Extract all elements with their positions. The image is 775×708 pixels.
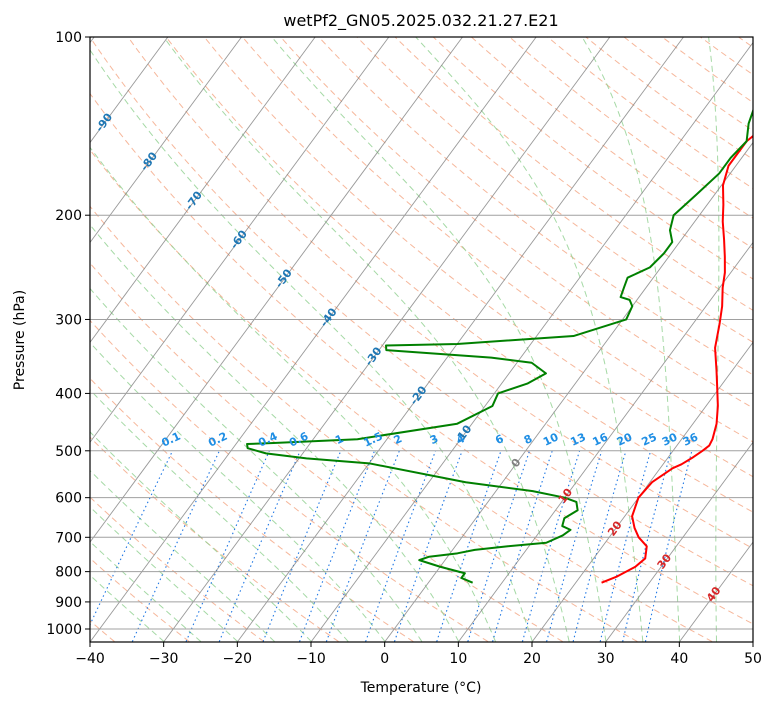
dry-adiabat-line — [165, 37, 753, 513]
moist-adiabat-line — [90, 574, 165, 642]
moist-adiabat-line — [415, 37, 644, 642]
dry-adiabat-line — [90, 92, 753, 625]
temperature-trace — [601, 134, 753, 584]
x-tick-label: 50 — [744, 651, 762, 667]
moist-adiabat-line — [90, 224, 460, 642]
y-tick-label: 300 — [55, 312, 82, 328]
x-axis: −40 −30 −20 −10 0 10 20 30 40 50 — [75, 642, 762, 667]
dry-adiabat-line — [90, 37, 753, 587]
dewpoint-trace — [246, 108, 753, 584]
y-axis-title: Pressure (hPa) — [12, 290, 28, 390]
sounding-traces — [246, 108, 753, 584]
mixing-ratio-label: 13 — [568, 430, 587, 448]
x-axis-title: Temperature (°C) — [360, 680, 482, 696]
isotherm-line — [90, 37, 169, 144]
y-tick-label: 1000 — [46, 622, 82, 638]
mixing-ratio-label: 30 — [660, 430, 680, 448]
dry-adiabat-line — [241, 37, 753, 443]
mixing-ratio-line — [467, 450, 531, 642]
dry-adiabat-line — [90, 149, 713, 642]
mixing-ratio-line — [521, 450, 581, 642]
isotherm-line — [458, 241, 753, 642]
y-tick-label: 600 — [55, 491, 82, 507]
mixing-ratio-label: 10 — [541, 430, 561, 448]
moist-adiabat-line — [90, 341, 386, 642]
moist-adiabat-line — [90, 506, 239, 642]
isotherm-line — [531, 341, 753, 642]
isotherm-line — [90, 37, 537, 642]
y-tick-label: 400 — [55, 386, 82, 402]
mixing-ratio-label: 25 — [639, 431, 658, 449]
dry-adiabat-line — [203, 37, 753, 478]
x-tick-label: 0 — [380, 651, 389, 667]
dry-adiabat-line — [90, 205, 638, 642]
dry-adiabat-line — [127, 37, 753, 550]
y-tick-label: 700 — [55, 530, 82, 546]
mixing-ratio-line — [436, 450, 502, 642]
moist-adiabat-line — [90, 49, 533, 642]
y-axis: 100 200 300 400 500 600 700 800 900 1000 — [46, 30, 90, 638]
dry-adiabat-line — [90, 262, 563, 642]
x-tick-label: 20 — [523, 651, 541, 667]
mixing-ratio-label: 16 — [591, 430, 611, 448]
y-tick-label: 900 — [55, 595, 82, 611]
y-tick-label: 100 — [55, 30, 82, 46]
mixing-ratio-line — [131, 450, 220, 642]
moist-adiabat-line — [581, 37, 681, 642]
plot-area: -100-90-80-70-60-50-40-30-20-10010203040… — [90, 37, 753, 642]
isotherm-line — [384, 141, 753, 642]
y-tick-label: 200 — [55, 208, 82, 224]
mixing-ratio-line — [299, 450, 376, 642]
moist-adiabat-line — [708, 37, 720, 642]
isotherm-line — [90, 37, 463, 543]
mixing-ratio-line — [546, 450, 603, 642]
dry-adiabat-line — [394, 37, 753, 311]
mixing-ratio-label: 20 — [615, 430, 635, 448]
mixing-ratio-line — [325, 450, 400, 642]
x-tick-label: −40 — [75, 651, 105, 667]
isotherm-line — [163, 37, 611, 642]
y-tick-label: 800 — [55, 565, 82, 581]
mixing-ratio-labels: 0.1 0.2 0.4 0.6 1 1.5 2 3 4 6 8 10 13 16 20 25 30 36 — [159, 429, 700, 449]
x-tick-label: 40 — [670, 651, 688, 667]
chart-title: wetPf2_GN05.2025.032.21.27.E21 — [283, 11, 558, 31]
x-tick-label: −30 — [149, 651, 179, 667]
isotherm-line — [90, 37, 390, 443]
moist-adiabat-line — [90, 389, 349, 642]
moist-adiabats — [90, 37, 720, 642]
moist-adiabat-line — [90, 287, 423, 642]
dry-adiabat-line — [90, 319, 489, 642]
dry-adiabat-line — [356, 37, 753, 343]
dry-adiabats — [90, 37, 753, 642]
mixing-ratio-label: 36 — [681, 430, 701, 448]
x-tick-label: 10 — [449, 651, 467, 667]
moist-adiabat-line — [271, 37, 607, 642]
x-tick-label: −20 — [223, 651, 253, 667]
isotherm-line — [605, 441, 753, 642]
plot-frame — [89, 36, 754, 643]
isotherm-line — [90, 37, 242, 244]
moist-adiabat-line — [163, 37, 570, 642]
y-tick-label: 500 — [55, 444, 82, 460]
pressure-gridlines — [90, 37, 753, 630]
moist-adiabat-line — [90, 469, 275, 642]
isotherms — [90, 37, 753, 642]
isotherm-line — [237, 37, 684, 642]
isotherm-line — [90, 37, 316, 344]
x-tick-label: 30 — [597, 651, 615, 667]
x-tick-label: −10 — [296, 651, 326, 667]
moist-adiabat-line — [90, 540, 202, 642]
mixing-ratio-line — [90, 450, 174, 626]
